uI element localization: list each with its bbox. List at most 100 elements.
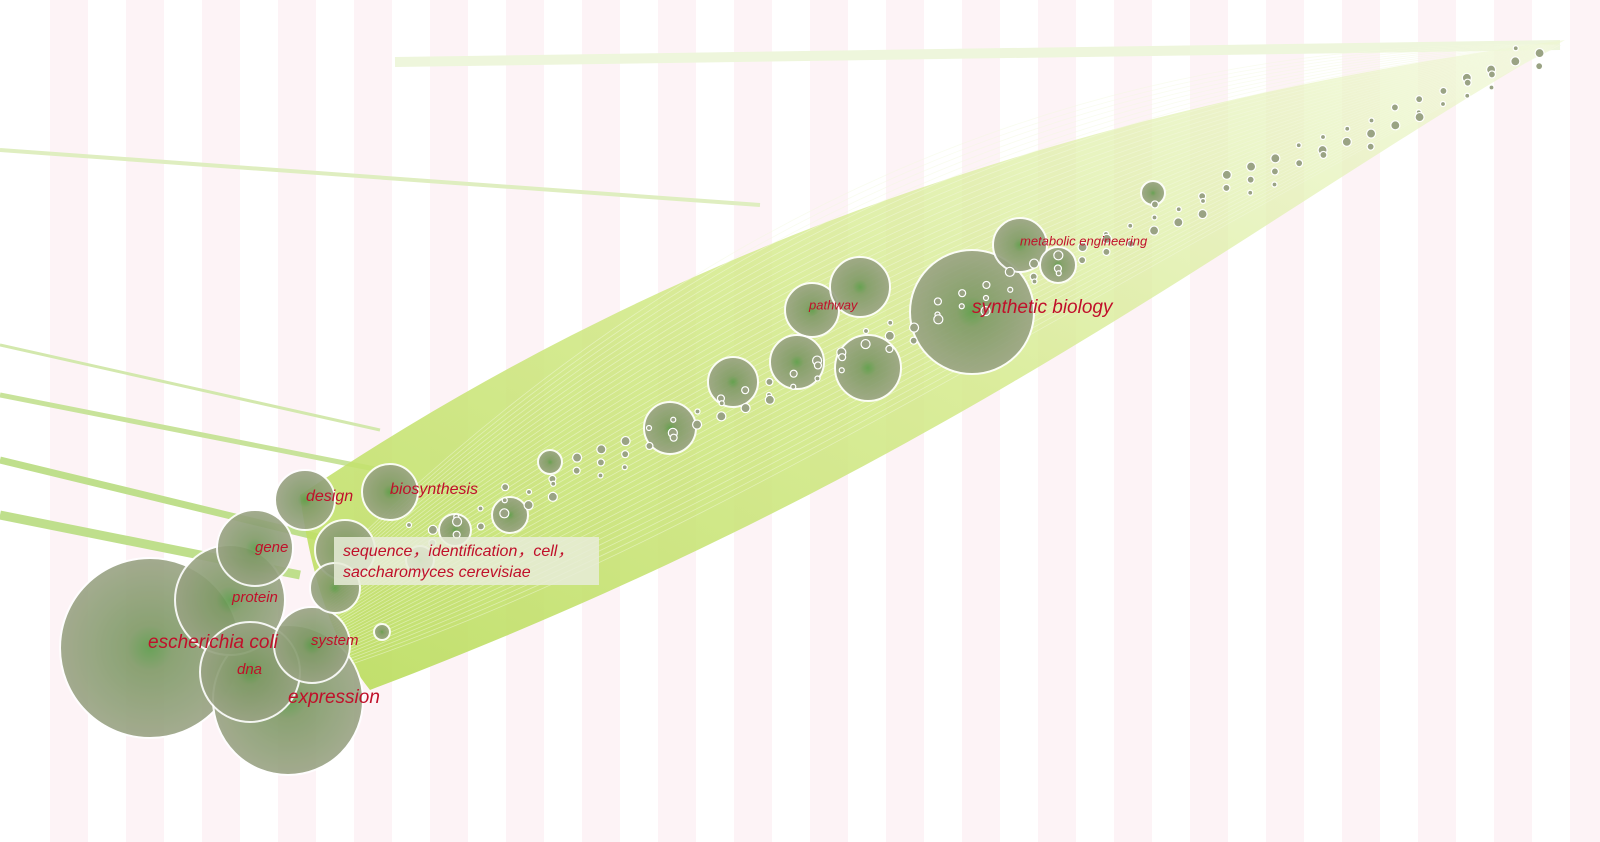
node <box>491 496 529 534</box>
node <box>361 463 419 521</box>
small-node <box>1007 286 1014 293</box>
small-node <box>1028 258 1040 269</box>
small-node <box>1151 214 1158 221</box>
small-node <box>451 516 463 527</box>
ray <box>0 343 381 432</box>
small-node <box>1366 142 1375 151</box>
small-node <box>621 464 628 471</box>
small-node <box>1390 120 1401 131</box>
thread <box>329 44 1561 578</box>
small-node <box>885 344 894 354</box>
small-node <box>1535 62 1544 71</box>
thread <box>329 44 1561 669</box>
node <box>784 282 840 338</box>
small-node <box>620 435 631 447</box>
small-node <box>1053 250 1064 261</box>
small-node <box>1390 103 1400 112</box>
thread <box>329 44 1561 567</box>
small-node <box>908 322 920 333</box>
small-node <box>958 303 965 310</box>
thread <box>329 44 1561 661</box>
stripe <box>1418 0 1456 842</box>
small-node <box>476 522 486 531</box>
ray <box>394 40 1561 67</box>
small-node <box>669 433 678 442</box>
small-node <box>1463 78 1472 87</box>
small-node <box>1295 142 1302 149</box>
node <box>274 469 336 531</box>
time-stripes <box>50 0 1600 842</box>
label: saccharomyces cerevisiae <box>343 564 531 581</box>
stripe <box>962 0 1000 842</box>
small-node <box>1464 92 1471 99</box>
thread <box>329 44 1561 583</box>
thread <box>329 44 1561 602</box>
small-node <box>645 424 653 432</box>
small-node <box>1534 47 1545 59</box>
small-node <box>1077 241 1088 253</box>
small-node <box>884 330 895 341</box>
small-node <box>1271 181 1278 188</box>
small-node <box>838 353 847 362</box>
ray <box>0 392 381 473</box>
small-node <box>525 488 533 496</box>
thread <box>329 44 1561 591</box>
small-node <box>1439 86 1448 96</box>
small-node <box>1247 189 1254 196</box>
small-node <box>813 361 823 370</box>
node <box>373 623 391 641</box>
small-node <box>1414 111 1425 123</box>
thread <box>329 44 1561 575</box>
small-node <box>764 394 775 405</box>
small-node <box>1510 56 1521 67</box>
small-node <box>862 327 870 335</box>
small-node <box>501 483 510 492</box>
thread <box>329 44 1561 607</box>
small-node <box>1175 206 1182 213</box>
keyword-labels: design biosynthesis gene sequence，identi… <box>148 233 1148 708</box>
small-node <box>1368 117 1375 124</box>
thread <box>329 44 1561 586</box>
small-node <box>523 499 534 511</box>
small-node <box>405 521 413 529</box>
label: system <box>311 632 359 649</box>
small-node <box>645 441 654 451</box>
small-node <box>716 411 727 422</box>
stripe <box>1570 0 1600 842</box>
thread <box>329 44 1561 599</box>
small-node <box>1031 278 1038 285</box>
small-node <box>1246 175 1255 184</box>
stripe <box>50 0 88 842</box>
small-node <box>670 416 677 423</box>
small-node <box>691 419 703 430</box>
small-node <box>958 289 967 298</box>
thread <box>329 44 1561 594</box>
node <box>537 449 563 475</box>
small-node <box>550 480 557 487</box>
small-node <box>814 375 821 382</box>
small-node <box>1295 159 1304 168</box>
thread <box>329 44 1561 605</box>
label: biosynthesis <box>390 481 478 498</box>
small-node <box>980 305 991 317</box>
small-node <box>1197 208 1208 220</box>
small-node <box>1127 222 1134 229</box>
small-node <box>1487 70 1497 79</box>
label: pathway <box>808 297 859 312</box>
small-node <box>1341 136 1352 147</box>
small-node <box>1150 200 1160 209</box>
node <box>707 356 759 408</box>
node <box>216 509 294 587</box>
label-box <box>334 537 599 585</box>
small-node <box>1439 100 1447 108</box>
small-node <box>427 524 438 535</box>
small-node <box>982 294 990 302</box>
small-node <box>501 497 508 504</box>
small-node <box>1270 167 1280 176</box>
thread <box>329 44 1561 672</box>
node <box>992 217 1048 273</box>
thread <box>329 44 1561 613</box>
small-node <box>1102 247 1111 257</box>
small-node <box>1319 150 1328 160</box>
